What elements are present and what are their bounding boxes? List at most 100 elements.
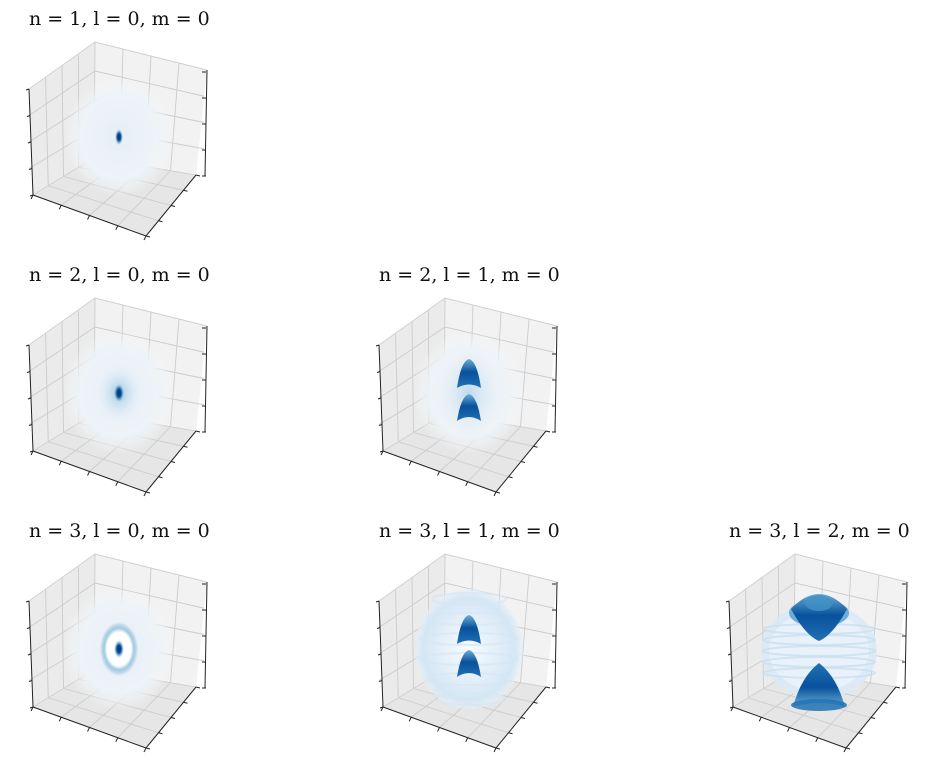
panel-title: n = 2, l = 0, m = 0 (29, 264, 210, 286)
axis-tick (895, 686, 901, 689)
axis-tick (843, 747, 847, 753)
axis-tick (25, 600, 30, 603)
density-core (115, 129, 123, 145)
axis-tick (29, 194, 34, 197)
axis-tick (379, 450, 384, 453)
top-lobe (791, 594, 847, 641)
axis-tick (158, 476, 163, 479)
axis-tick (493, 747, 497, 753)
panel-title: n = 1, l = 0, m = 0 (29, 8, 210, 30)
axis-tick (465, 737, 469, 742)
axis-tick (58, 461, 62, 466)
axis-tick (508, 476, 513, 479)
axis-tick (378, 680, 383, 682)
shell-band (431, 592, 507, 606)
panel-title: n = 3, l = 1, m = 0 (379, 520, 560, 542)
axis-tick (28, 680, 33, 682)
axis-tick (30, 450, 34, 456)
axis-tick (375, 344, 380, 347)
axis-tick (25, 88, 30, 91)
upper-lobe (457, 359, 481, 388)
shell-band (431, 692, 507, 706)
z2-axis-line (554, 325, 558, 433)
axis-tick (520, 717, 526, 719)
axis-tick (30, 194, 34, 200)
orbital-panel-4: n = 3, l = 0, m = 0 (25, 520, 210, 753)
axis-tick (158, 732, 163, 735)
axis-tick (87, 727, 90, 732)
orbital-panel-5: n = 3, l = 1, m = 0 (375, 520, 560, 753)
axis-tick (508, 732, 513, 735)
axis-tick (170, 205, 176, 207)
grid-line (117, 426, 171, 483)
axis-tick (195, 686, 201, 689)
axis-tick (28, 424, 33, 426)
axis-tick (726, 627, 731, 629)
axis-tick (437, 471, 440, 476)
axis-tick (465, 481, 469, 486)
orbital-panel-3: n = 2, l = 1, m = 0 (375, 264, 560, 497)
axis-tick (729, 706, 734, 709)
axis-tick (725, 600, 730, 603)
axis-tick (115, 737, 119, 742)
outer-shell (415, 589, 523, 709)
axis-tick (533, 445, 538, 448)
orbital-panel-6: n = 3, l = 2, m = 0 (725, 520, 910, 753)
axis-tick (858, 732, 863, 735)
axis-tick (727, 653, 732, 656)
axis-tick (58, 205, 62, 210)
axis-tick (27, 397, 32, 400)
panel-title: n = 3, l = 0, m = 0 (29, 520, 210, 542)
grid-line (45, 77, 49, 186)
axis-tick (493, 491, 497, 497)
bottom-lobe (793, 663, 845, 707)
axis-tick (87, 471, 90, 476)
orbital-panel-1: n = 1, l = 0, m = 0 (25, 8, 210, 241)
axis-tick (26, 115, 31, 117)
axis-tick (379, 706, 384, 709)
z2-axis-line (204, 69, 208, 177)
grid-line (45, 589, 49, 698)
axis-tick (728, 680, 733, 682)
axis-tick (28, 168, 33, 170)
axis-tick (145, 491, 151, 494)
z2-axis-line (204, 581, 208, 689)
grid-line (467, 682, 521, 739)
grid-line (745, 589, 749, 698)
grid-line (117, 170, 171, 227)
grid-line (45, 333, 49, 442)
axis-tick (375, 600, 380, 603)
grid-line (61, 577, 64, 689)
density-core (114, 640, 124, 658)
axis-tick (25, 344, 30, 347)
upper-lobe (457, 615, 481, 644)
grid-line (817, 682, 871, 739)
axis-tick (380, 706, 384, 712)
axis-tick (377, 397, 382, 400)
grid-line (467, 426, 521, 483)
axis-tick (26, 371, 31, 373)
axis-tick (27, 141, 32, 144)
axis-tick (376, 371, 381, 373)
axis-tick (377, 653, 382, 656)
axis-tick (143, 747, 147, 753)
axis-tick (437, 727, 440, 732)
axis-tick (143, 235, 147, 241)
axis-tick (145, 235, 151, 238)
axis-tick (845, 747, 851, 750)
z2-axis-line (554, 581, 558, 689)
axis-tick (170, 461, 176, 463)
z2-axis-line (204, 325, 208, 433)
lower-lobe (457, 650, 481, 677)
axis-tick (183, 189, 188, 192)
axis-tick (195, 430, 201, 433)
axis-tick (533, 701, 538, 704)
axis-tick (27, 653, 32, 656)
grid-line (411, 321, 414, 433)
grid-line (61, 321, 64, 433)
density-core (114, 384, 124, 402)
axis-tick (26, 627, 31, 629)
axis-tick (520, 461, 526, 463)
axis-tick (545, 430, 551, 433)
